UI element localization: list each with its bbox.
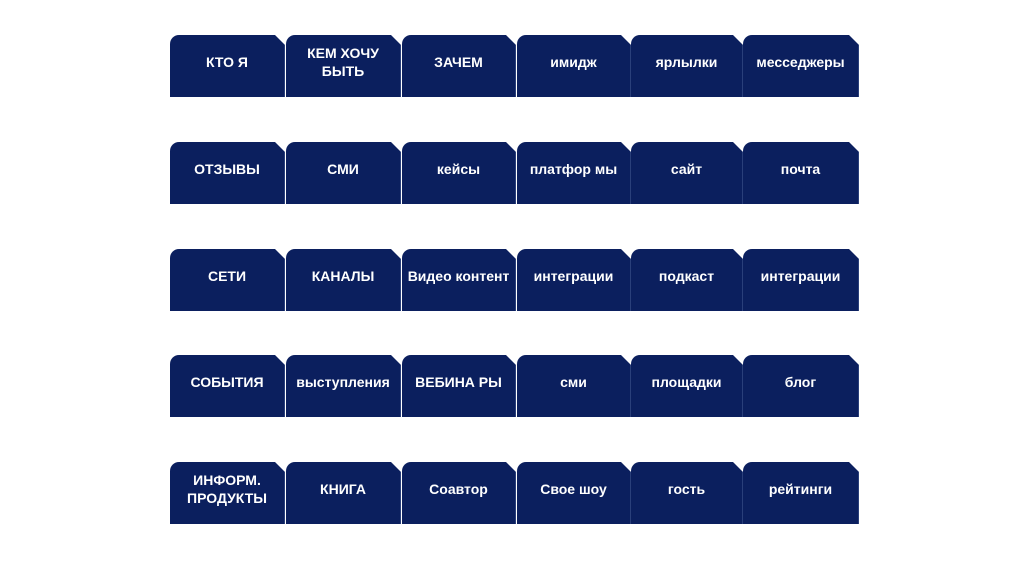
tab-label: КАНАЛЫ bbox=[311, 268, 375, 284]
tab-label: платфор мы bbox=[529, 161, 618, 177]
tab-label: Видео контент bbox=[407, 268, 510, 284]
tab-item[interactable]: интеграции bbox=[517, 249, 631, 311]
tab-item[interactable]: КНИГА bbox=[286, 462, 401, 524]
tab-item[interactable]: платфор мы bbox=[517, 142, 631, 204]
tab-item[interactable]: блог bbox=[743, 355, 859, 417]
tab-label: гость bbox=[667, 481, 706, 497]
tab-item[interactable]: СМИ bbox=[286, 142, 401, 204]
tab-item[interactable]: выступления bbox=[286, 355, 401, 417]
tab-item[interactable]: ярлылки bbox=[631, 35, 743, 97]
tab-label: КНИГА bbox=[320, 481, 366, 497]
tab-item[interactable]: Соавтор bbox=[402, 462, 516, 524]
tab-item[interactable]: подкаст bbox=[631, 249, 743, 311]
tab-item[interactable]: КЕМ ХОЧУ БЫТЬ bbox=[286, 35, 401, 97]
tab-row: ОТЗЫВЫ СМИ кейсы платфор мы сайт почта bbox=[170, 142, 860, 204]
tab-item[interactable]: гость bbox=[631, 462, 743, 524]
tab-label: почта bbox=[780, 161, 821, 177]
tab-label: интеграции bbox=[533, 268, 614, 284]
tab-label: блог bbox=[784, 374, 817, 390]
tab-item[interactable]: месседжеры bbox=[743, 35, 859, 97]
tab-label: Свое шоу bbox=[540, 481, 607, 497]
tab-item[interactable]: Видео контент bbox=[402, 249, 516, 311]
tab-row: СЕТИ КАНАЛЫ Видео контент интеграции подкаст… bbox=[170, 249, 860, 311]
tab-item[interactable]: рейтинги bbox=[743, 462, 859, 524]
tab-label: СМИ bbox=[327, 161, 359, 177]
tab-label: выступления bbox=[296, 374, 390, 390]
tab-row: ИНФОРМ. ПРОДУКТЫ КНИГА Соавтор Свое шоу гост… bbox=[170, 462, 860, 524]
tab-label: Соавтор bbox=[429, 481, 488, 497]
tab-label: сайт bbox=[670, 161, 703, 177]
tab-label: рейтинги bbox=[768, 481, 833, 497]
tab-item[interactable]: интеграции bbox=[743, 249, 859, 311]
tab-label: ИНФОРМ. ПРОДУКТЫ bbox=[187, 472, 267, 506]
tab-row: СОБЫТИЯ выступления ВЕБИНА РЫ сми площадки бл… bbox=[170, 355, 860, 417]
tab-label: СОБЫТИЯ bbox=[190, 374, 264, 390]
tab-label: имидж bbox=[550, 54, 597, 70]
tab-label: подкаст bbox=[658, 268, 715, 284]
tab-label: месседжеры bbox=[756, 54, 845, 70]
tab-item[interactable]: кейсы bbox=[402, 142, 516, 204]
tab-label: ЗАЧЕМ bbox=[434, 54, 483, 70]
tab-item[interactable]: почта bbox=[743, 142, 859, 204]
tab-item[interactable]: площадки bbox=[631, 355, 743, 417]
tab-item[interactable]: КАНАЛЫ bbox=[286, 249, 401, 311]
row-header-tab[interactable]: СЕТИ bbox=[170, 249, 285, 311]
tab-label: ОТЗЫВЫ bbox=[194, 161, 260, 177]
row-header-tab[interactable]: ИНФОРМ. ПРОДУКТЫ bbox=[170, 462, 285, 524]
tab-label: СЕТИ bbox=[207, 268, 247, 284]
tab-label: ярлылки bbox=[655, 54, 718, 70]
row-header-tab[interactable]: КТО Я bbox=[170, 35, 285, 97]
tab-label: площадки bbox=[651, 374, 722, 390]
tab-label: ВЕБИНА РЫ bbox=[415, 374, 502, 390]
tab-item[interactable]: сайт bbox=[631, 142, 743, 204]
tab-item[interactable]: имидж bbox=[517, 35, 631, 97]
tab-label: интеграции bbox=[760, 268, 841, 284]
tab-label: КЕМ ХОЧУ БЫТЬ bbox=[307, 45, 379, 79]
tab-label: КТО Я bbox=[206, 54, 248, 70]
row-header-tab[interactable]: ОТЗЫВЫ bbox=[170, 142, 285, 204]
row-header-tab[interactable]: СОБЫТИЯ bbox=[170, 355, 285, 417]
tab-row: КТО Я КЕМ ХОЧУ БЫТЬ ЗАЧЕМ имидж ярлылки мессе… bbox=[170, 35, 860, 97]
tab-label: кейсы bbox=[436, 161, 481, 177]
tab-item[interactable]: ЗАЧЕМ bbox=[402, 35, 516, 97]
tab-item[interactable]: ВЕБИНА РЫ bbox=[402, 355, 516, 417]
tab-item[interactable]: сми bbox=[517, 355, 631, 417]
tab-label: сми bbox=[560, 374, 587, 390]
tab-item[interactable]: Свое шоу bbox=[517, 462, 631, 524]
